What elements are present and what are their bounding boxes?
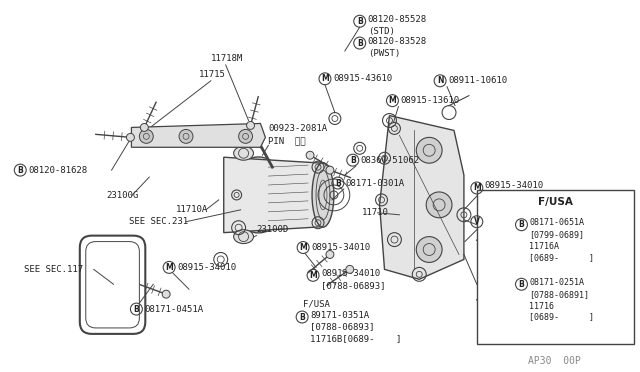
Circle shape — [140, 124, 148, 131]
Text: V: V — [474, 217, 480, 226]
Text: AP30  00P: AP30 00P — [529, 356, 581, 366]
Text: [0799-0689]: [0799-0689] — [529, 230, 584, 239]
Text: M: M — [473, 183, 481, 192]
Ellipse shape — [234, 146, 253, 160]
Ellipse shape — [234, 230, 253, 244]
Text: [0788-0689]: [0788-0689] — [484, 192, 544, 201]
Text: SEE SEC.117: SEE SEC.117 — [24, 265, 83, 274]
Text: 08120-83528: 08120-83528 — [367, 36, 427, 46]
Text: F/USA: F/USA — [303, 299, 330, 309]
Text: 08915-34010: 08915-34010 — [311, 243, 370, 252]
Text: 11716B[0689-    ]: 11716B[0689- ] — [310, 334, 401, 343]
Text: 08915-34010: 08915-34010 — [177, 263, 236, 272]
Text: 08915-34010: 08915-34010 — [484, 214, 544, 223]
Text: B: B — [357, 17, 363, 26]
Polygon shape — [224, 157, 323, 232]
Text: 89171-0351A: 89171-0351A — [310, 311, 369, 320]
Text: 08120-85528: 08120-85528 — [367, 15, 427, 24]
Text: 00923-2081A: 00923-2081A — [268, 124, 328, 133]
Polygon shape — [380, 116, 464, 279]
Text: 08120-81628: 08120-81628 — [28, 166, 87, 174]
Text: 11716A: 11716A — [529, 242, 559, 251]
Text: SEE SEC.231: SEE SEC.231 — [129, 217, 189, 226]
Circle shape — [306, 151, 314, 159]
Text: 08911-10610: 08911-10610 — [448, 76, 507, 85]
Text: M: M — [300, 243, 307, 252]
Text: PIN  ピン: PIN ピン — [268, 136, 306, 145]
Text: 23100D: 23100D — [257, 225, 289, 234]
Circle shape — [326, 250, 334, 259]
Text: M: M — [165, 263, 173, 272]
Text: 08915-43610: 08915-43610 — [333, 74, 392, 83]
Text: M: M — [321, 74, 329, 83]
Circle shape — [162, 290, 170, 298]
Text: B: B — [335, 179, 340, 187]
Ellipse shape — [312, 163, 334, 227]
Circle shape — [326, 166, 334, 174]
Text: M: M — [388, 96, 396, 105]
Text: (STD): (STD) — [367, 27, 394, 36]
Circle shape — [179, 129, 193, 143]
Circle shape — [127, 134, 134, 141]
Text: [0788-0689]: [0788-0689] — [484, 226, 544, 235]
Circle shape — [416, 237, 442, 262]
Circle shape — [491, 283, 499, 291]
Circle shape — [491, 224, 499, 232]
Text: 08171-0301A: 08171-0301A — [346, 179, 405, 187]
Text: [0689-      ]: [0689- ] — [529, 253, 595, 262]
Text: [0689-      ]: [0689- ] — [529, 312, 595, 321]
Text: B: B — [357, 39, 363, 48]
Text: (PWST): (PWST) — [367, 48, 400, 58]
Text: [0788-06891]: [0788-06891] — [529, 290, 589, 299]
Text: B: B — [300, 312, 305, 321]
Text: 11710A: 11710A — [176, 205, 209, 214]
Text: B: B — [17, 166, 23, 174]
Circle shape — [346, 265, 354, 273]
Polygon shape — [131, 124, 266, 147]
Text: [0788-06893]: [0788-06893] — [310, 323, 374, 331]
Circle shape — [140, 129, 153, 143]
Text: 11715: 11715 — [199, 70, 226, 79]
Text: 08915-34010: 08915-34010 — [484, 180, 544, 189]
Bar — [477, 190, 634, 344]
Text: 11718M: 11718M — [211, 54, 243, 64]
Text: 11716: 11716 — [529, 302, 554, 311]
Text: 23100G: 23100G — [107, 192, 139, 201]
Circle shape — [426, 192, 452, 218]
Text: F/USA: F/USA — [538, 197, 573, 207]
Text: 08171-0451A: 08171-0451A — [145, 305, 204, 314]
Circle shape — [246, 122, 255, 129]
Text: [0788-06893]: [0788-06893] — [321, 281, 385, 290]
Ellipse shape — [228, 157, 289, 233]
Text: B: B — [350, 156, 356, 165]
Text: N: N — [437, 76, 444, 85]
Text: 08171-0651A: 08171-0651A — [529, 218, 584, 227]
Text: M: M — [309, 271, 317, 280]
Text: B: B — [134, 305, 140, 314]
Circle shape — [239, 129, 253, 143]
Text: B: B — [518, 280, 524, 289]
Text: B: B — [518, 220, 524, 229]
Text: 08915-13610: 08915-13610 — [401, 96, 460, 105]
Text: 11710: 11710 — [362, 208, 388, 217]
Circle shape — [416, 137, 442, 163]
Text: 08915-34010: 08915-34010 — [321, 269, 380, 278]
Text: 08171-0251A: 08171-0251A — [529, 278, 584, 287]
Text: 08360-51062: 08360-51062 — [361, 156, 420, 165]
